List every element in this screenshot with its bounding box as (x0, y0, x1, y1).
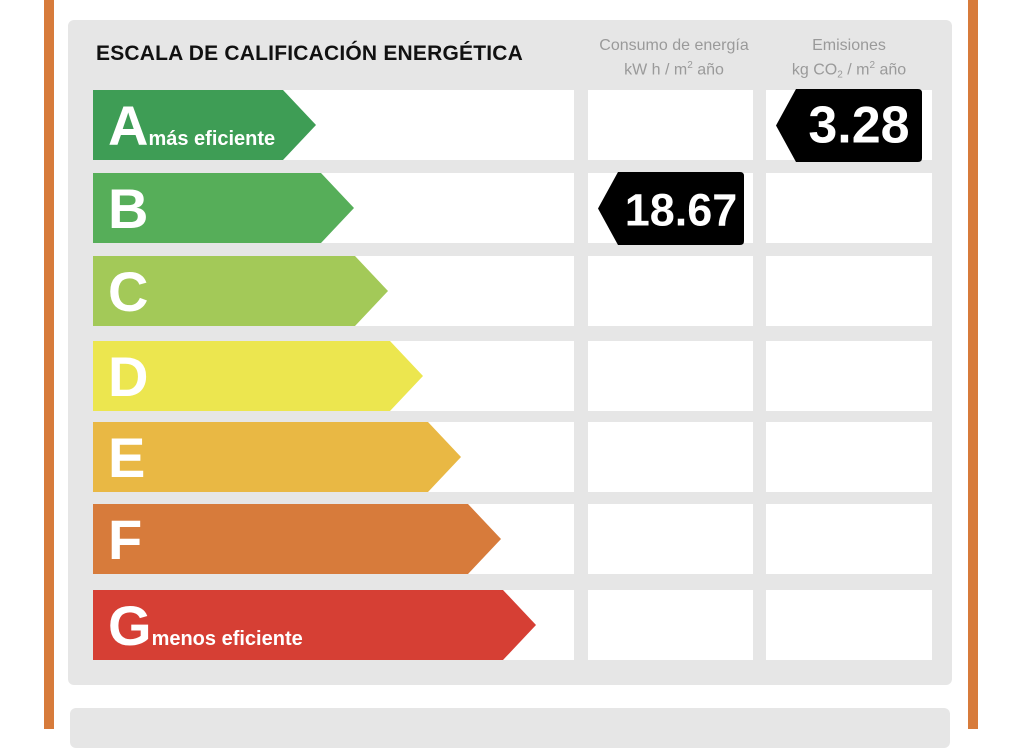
grade-label-c: C (108, 264, 148, 320)
emisiones-cell-c (766, 256, 932, 326)
grade-letter: C (108, 260, 149, 323)
column-header-emisiones: Emisiones kg CO2 / m2 año (766, 36, 932, 85)
consumo-header-line1: Consumo de energía (599, 37, 749, 54)
consumo-cell-a (588, 90, 753, 160)
consumo-value: 18.67 (625, 185, 738, 236)
grade-bar-f (93, 504, 501, 574)
grade-bar-g (93, 590, 536, 660)
grade-letter: D (108, 345, 149, 408)
grade-letter: B (108, 177, 149, 240)
consumo-header-line2: kW h / m2 año (624, 60, 724, 79)
emisiones-marker (776, 89, 922, 162)
grade-letter: E (108, 426, 146, 489)
grade-label-f: F (108, 512, 142, 568)
emisiones-cell-d (766, 341, 932, 411)
emisiones-cell-g (766, 590, 932, 660)
consumo-cell-g (588, 590, 753, 660)
grade-letter: A (108, 94, 149, 157)
grade-bar-d (93, 341, 423, 411)
grade-descriptor: menos eficiente (151, 628, 303, 650)
consumo-cell-f (588, 504, 753, 574)
emisiones-value: 3.28 (808, 97, 909, 155)
consumo-marker (598, 172, 744, 245)
emisiones-header-line1: Emisiones (812, 37, 886, 54)
column-header-consumo: Consumo de energía kW h / m2 año (588, 36, 760, 80)
grade-letter: F (108, 508, 143, 571)
emisiones-cell-b (766, 173, 932, 243)
grade-bar-e (93, 422, 461, 492)
emisiones-cell-f (766, 504, 932, 574)
consumo-cell-c (588, 256, 753, 326)
frame-right-border (968, 0, 978, 729)
grade-bar-c (93, 256, 388, 326)
grade-descriptor: más eficiente (148, 128, 276, 150)
grade-label-b: B (108, 181, 148, 237)
emisiones-cell-e (766, 422, 932, 492)
consumo-cell-d (588, 341, 753, 411)
grade-label-a: Amás eficiente (108, 98, 275, 154)
emisiones-header-line2: kg CO2 / m2 año (791, 60, 907, 81)
grade-label-d: D (108, 349, 148, 405)
grade-bar-b (93, 173, 354, 243)
grade-bar-a (93, 90, 316, 160)
grade-label-g: Gmenos eficiente (108, 598, 303, 654)
grade-label-e: E (108, 430, 145, 486)
page-title: ESCALA DE CALIFICACIÓN ENERGÉTICA (96, 42, 523, 65)
frame-left-border (44, 0, 54, 729)
grade-letter: G (108, 594, 152, 657)
rating-bars: 18.67 3.28 (93, 89, 922, 660)
consumo-cell-e (588, 422, 753, 492)
